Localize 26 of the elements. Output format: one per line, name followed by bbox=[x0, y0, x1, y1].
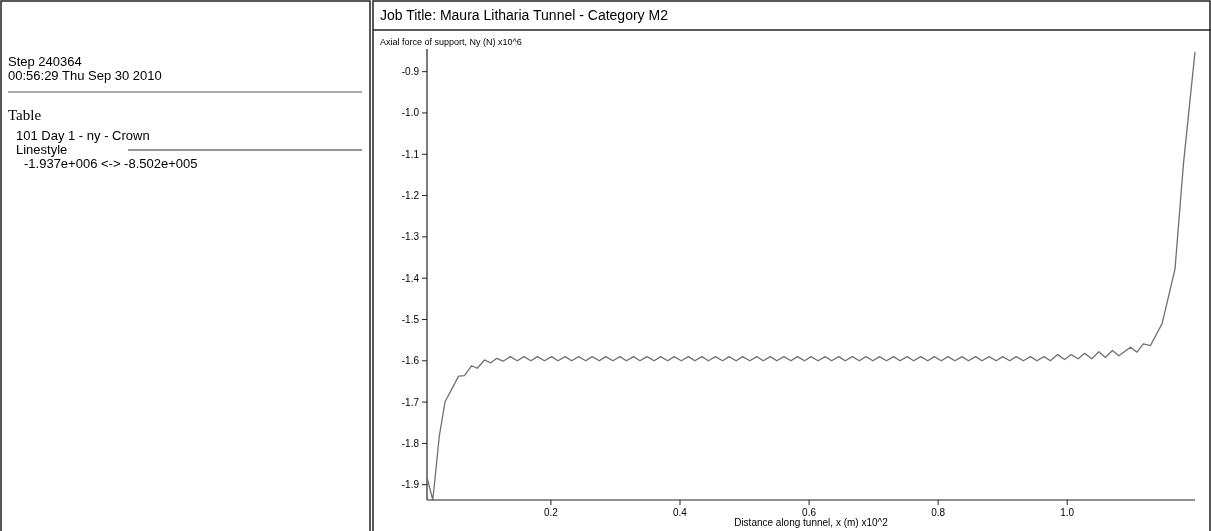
y-tick-label: -1.6 bbox=[401, 355, 420, 367]
text: -1.937e+006 <-> -8.502e+005 bbox=[24, 156, 198, 171]
text: 00:56:29 Thu Sep 30 2010 bbox=[8, 68, 162, 83]
x-tick-label: 0.4 bbox=[673, 507, 688, 518]
y-tick-label: -1.5 bbox=[401, 313, 420, 325]
x-tick-label: 1.0 bbox=[1060, 507, 1075, 518]
x-tick-label: 0.8 bbox=[931, 507, 946, 518]
y-axis-title: Axial force of support, Ny (N) x10^6 bbox=[380, 37, 522, 47]
y-tick-label: -1.2 bbox=[401, 190, 420, 202]
y-tick-label: -1.8 bbox=[401, 437, 420, 449]
chart-title: Job Title: Maura Litharia Tunnel - Category M2 bbox=[380, 7, 669, 23]
y-tick-label: -1.1 bbox=[401, 148, 420, 160]
text: 101 Day 1 - ny - Crown bbox=[16, 128, 150, 143]
y-tick-label: -1.4 bbox=[401, 272, 420, 284]
text: Step 240364 bbox=[8, 54, 82, 69]
line-series bbox=[426, 51, 1196, 501]
text: Linestyle bbox=[16, 142, 68, 157]
y-tick-label: -1.9 bbox=[401, 479, 420, 491]
x-axis-title: Distance along tunnel, x (m) x10^2 bbox=[734, 517, 889, 528]
legend-title: Table bbox=[8, 107, 42, 123]
y-tick-label: -1.3 bbox=[401, 231, 420, 243]
x-tick-label: 0.6 bbox=[802, 507, 817, 518]
y-tick-label: -1.7 bbox=[401, 396, 420, 408]
x-tick-label: 0.2 bbox=[543, 507, 559, 518]
y-tick-label: -1.0 bbox=[401, 107, 420, 119]
y-tick-label: -0.9 bbox=[401, 66, 420, 78]
